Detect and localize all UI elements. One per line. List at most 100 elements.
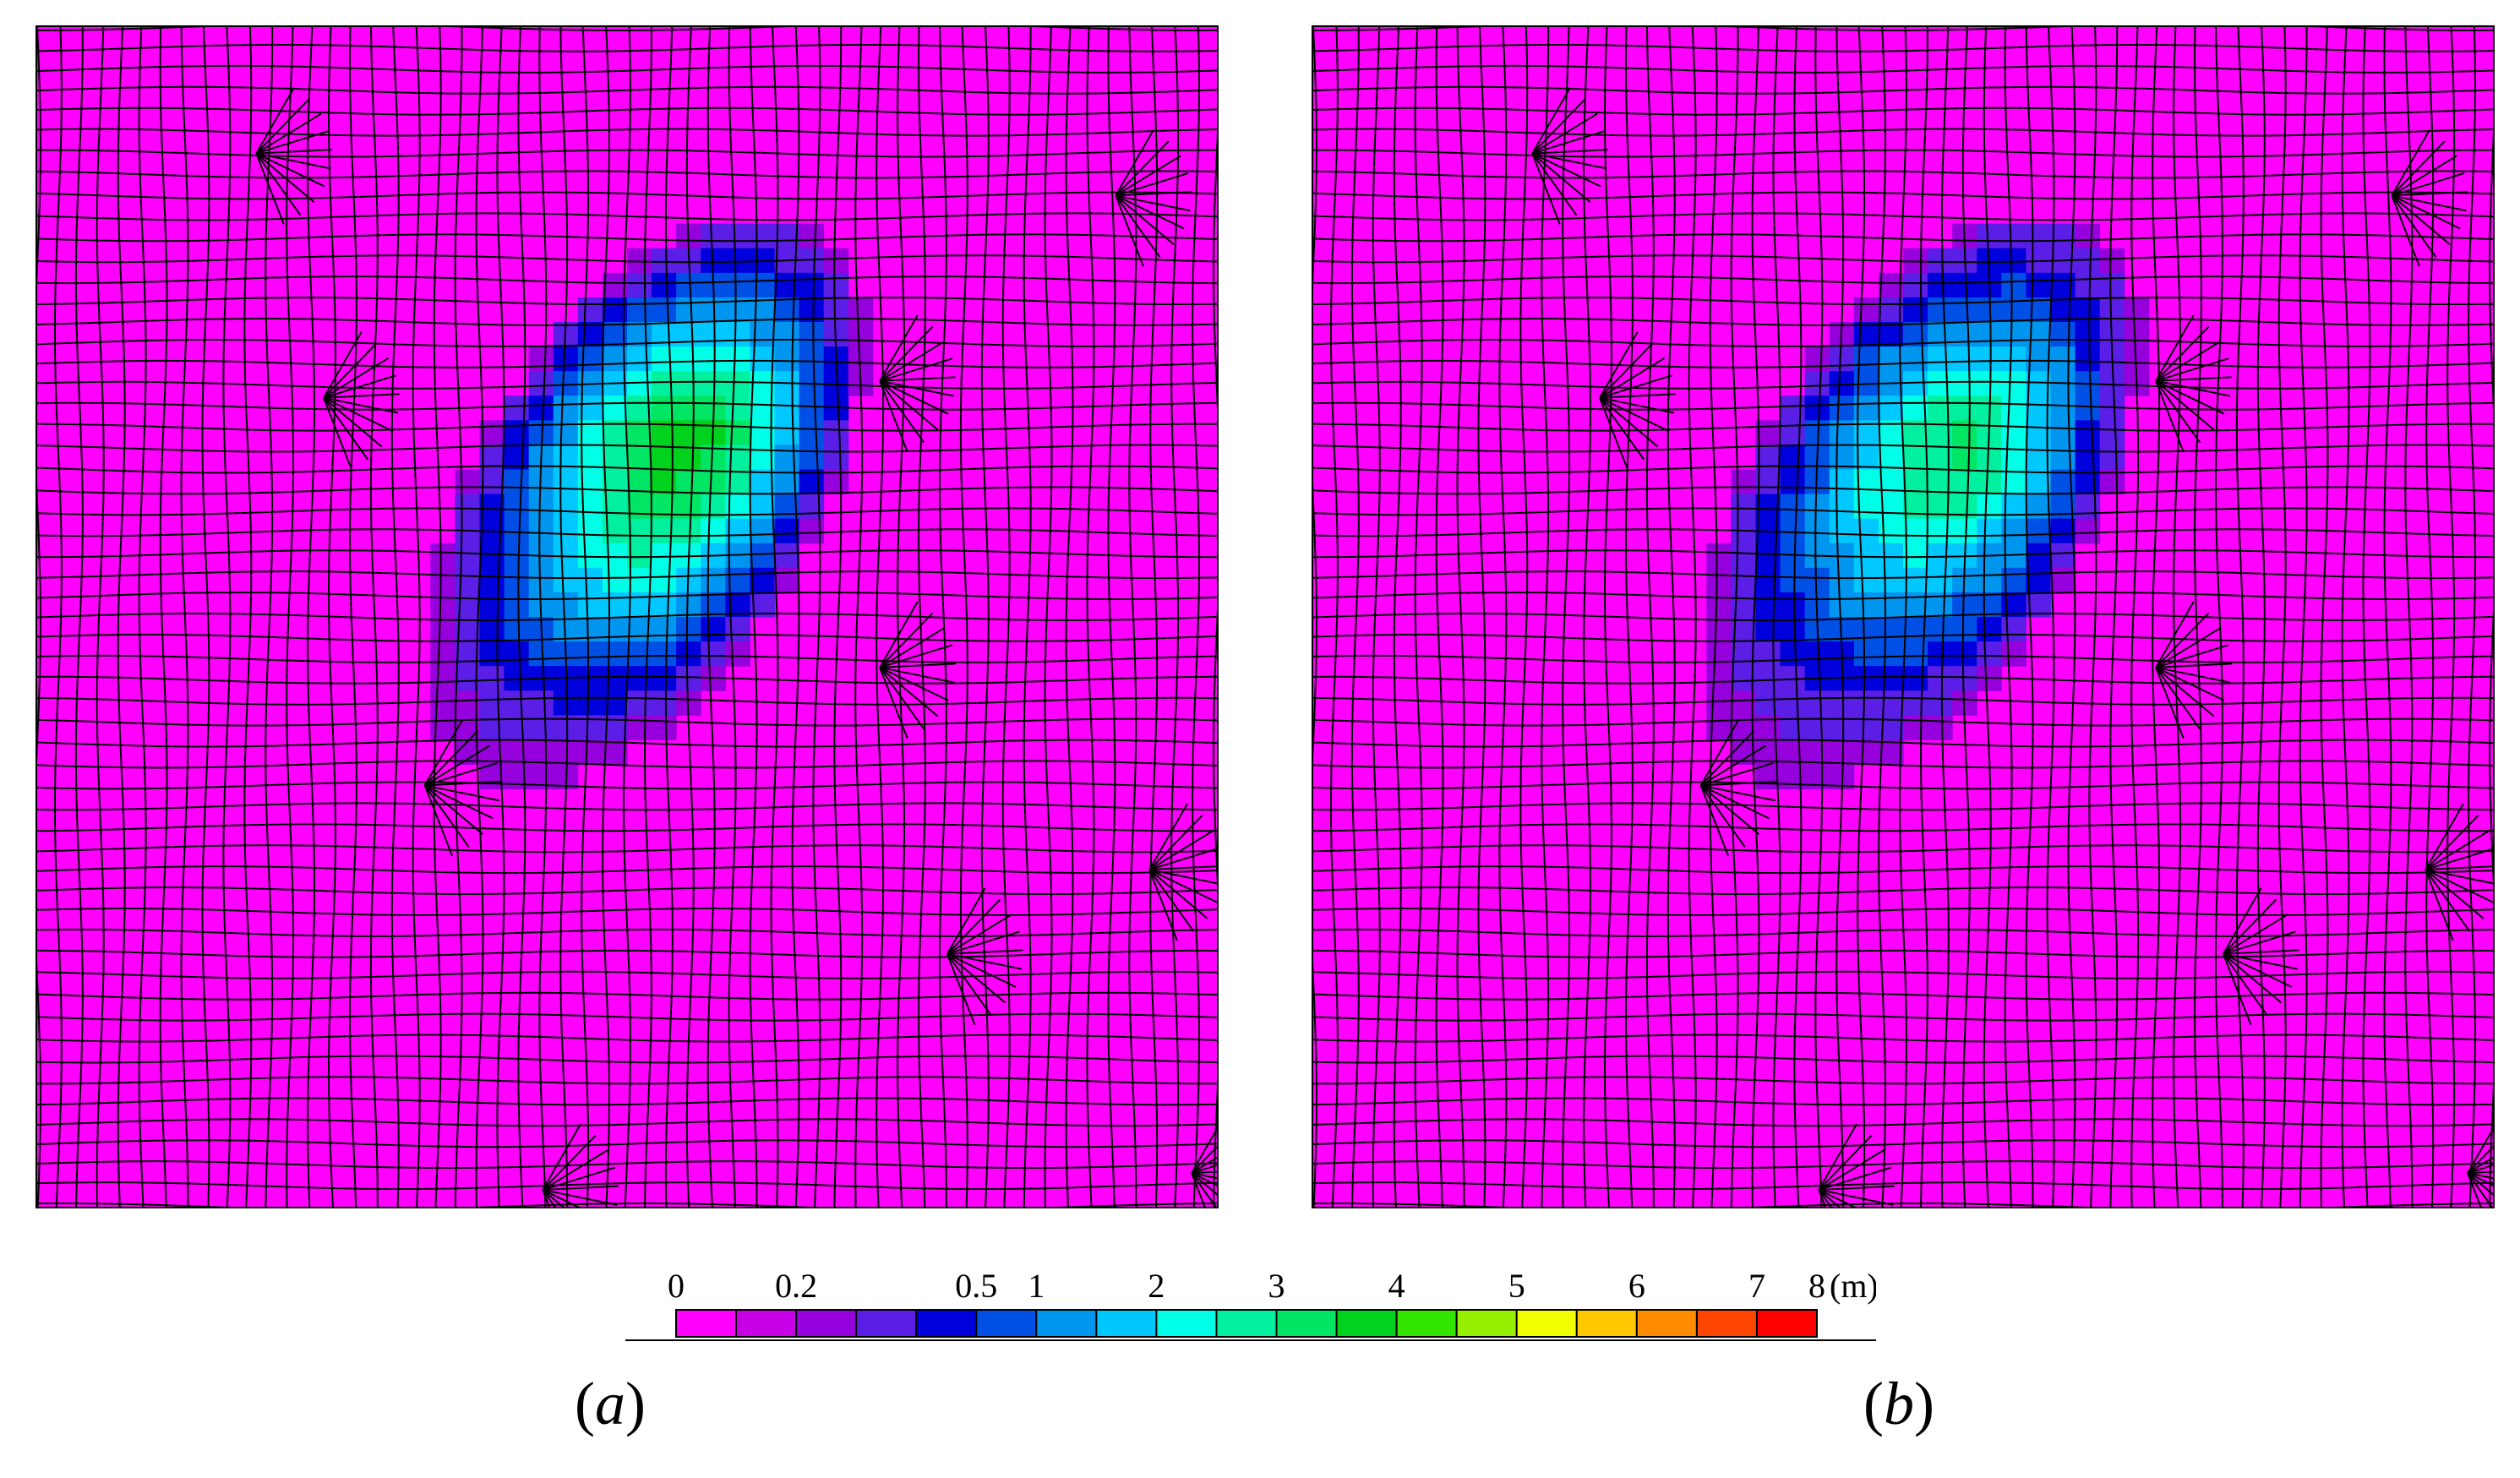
fan-line xyxy=(1149,869,1217,885)
field-cell xyxy=(1878,543,1904,569)
field-cell xyxy=(1829,346,1855,372)
field-cell xyxy=(750,543,775,569)
mesh-line-v xyxy=(770,27,779,1207)
fan-line xyxy=(879,666,955,684)
mesh-line-v xyxy=(1857,27,1866,1207)
field-cell xyxy=(676,272,701,298)
field-cell xyxy=(577,690,603,716)
fan-line xyxy=(2392,194,2467,212)
fan-line xyxy=(2467,1126,2493,1174)
fan-line xyxy=(424,784,483,836)
field-cell xyxy=(1780,617,1806,642)
fan-line xyxy=(2425,803,2464,870)
mesh-line-h xyxy=(37,318,1217,326)
fan-line xyxy=(2223,914,2288,955)
field-cell xyxy=(1853,494,1879,520)
field-cell xyxy=(725,371,750,396)
mesh-line-v xyxy=(2383,27,2392,1207)
mesh-line-v xyxy=(1709,27,1718,1207)
fan-line xyxy=(2155,601,2195,668)
field-cell xyxy=(1804,395,1830,421)
field-cell xyxy=(504,617,530,642)
mesh-fan-0 xyxy=(1531,87,1608,225)
field-cell xyxy=(1928,641,1953,667)
mesh-line-h xyxy=(37,465,1217,474)
field-cell xyxy=(1952,666,1977,691)
field-cell xyxy=(627,518,652,544)
legend-tick-label: 4 xyxy=(1388,1267,1405,1305)
field-cell xyxy=(627,272,652,298)
mesh-fan-5 xyxy=(2222,887,2299,1025)
mesh-line-v xyxy=(2173,27,2182,1207)
mesh-line-v xyxy=(138,27,147,1207)
field-cell xyxy=(2075,223,2101,249)
field-cell xyxy=(2001,322,2026,347)
field-cell xyxy=(2099,248,2125,274)
fan-line xyxy=(1819,1185,1895,1192)
fan-line xyxy=(2155,380,2185,452)
field-cell xyxy=(1952,371,1977,396)
fan-line xyxy=(1599,331,1639,399)
field-cell xyxy=(2099,469,2125,495)
field-cell xyxy=(528,690,554,716)
fan-line xyxy=(1532,149,1608,155)
fan-line xyxy=(879,601,919,668)
mesh-line-h xyxy=(1313,886,2493,896)
fan-line xyxy=(2425,829,2491,870)
fan-line xyxy=(879,667,908,739)
fan-line xyxy=(879,380,925,444)
fan-line xyxy=(323,397,369,461)
fan-line xyxy=(1148,829,1215,870)
field-cell xyxy=(1952,641,1977,667)
mesh-line-v xyxy=(1477,27,1486,1207)
field-cell xyxy=(2050,346,2076,372)
mesh-line-v xyxy=(2088,27,2097,1207)
fan-line xyxy=(879,627,946,668)
fan-line xyxy=(323,393,400,399)
field-cell xyxy=(799,395,825,421)
fan-line xyxy=(2155,380,2201,444)
field-cell xyxy=(1853,518,1879,544)
fan-line xyxy=(946,953,992,1017)
mesh-line-v xyxy=(791,27,800,1207)
mesh-line-v xyxy=(812,27,821,1207)
legend-tick-label: 0.2 xyxy=(775,1267,817,1305)
field-cell xyxy=(1977,518,2002,544)
field-cell xyxy=(1755,592,1781,618)
field-cell xyxy=(2124,322,2150,347)
field-cell xyxy=(1706,543,1732,569)
mesh-line-v xyxy=(201,27,210,1207)
field-cell xyxy=(2050,395,2076,421)
field-cell xyxy=(627,666,652,691)
mesh-line-h xyxy=(1313,1097,2493,1106)
field-cell xyxy=(701,346,726,372)
field-cell xyxy=(823,444,849,470)
fan-line xyxy=(423,719,464,786)
field-cell xyxy=(1706,617,1732,642)
field-cell xyxy=(602,666,628,691)
fan-line xyxy=(1148,869,1195,932)
mesh-line-v xyxy=(180,27,189,1207)
fan-line xyxy=(542,1189,565,1207)
field-cell xyxy=(2050,543,2076,569)
field-cell xyxy=(2075,420,2101,445)
fan-line xyxy=(1191,1164,1217,1175)
fan-line xyxy=(2467,1145,2493,1174)
mesh-line-h xyxy=(1313,170,2493,179)
field-cell xyxy=(1780,641,1806,667)
field-cell xyxy=(528,346,554,372)
fan-line xyxy=(946,953,1006,1004)
field-cell xyxy=(652,395,677,421)
field-cell xyxy=(1829,494,1855,520)
legend-swatch xyxy=(915,1309,978,1338)
field-cell xyxy=(676,346,701,372)
fan-line xyxy=(543,1189,618,1206)
field-cell xyxy=(774,518,800,544)
fan-line xyxy=(879,612,934,668)
mesh-line-h xyxy=(37,865,1217,875)
mesh-line-v xyxy=(74,27,84,1207)
fan-line xyxy=(2391,129,2430,196)
field-cell xyxy=(1903,715,1928,740)
mesh-line-h xyxy=(37,592,1217,601)
field-cell xyxy=(2026,223,2051,249)
